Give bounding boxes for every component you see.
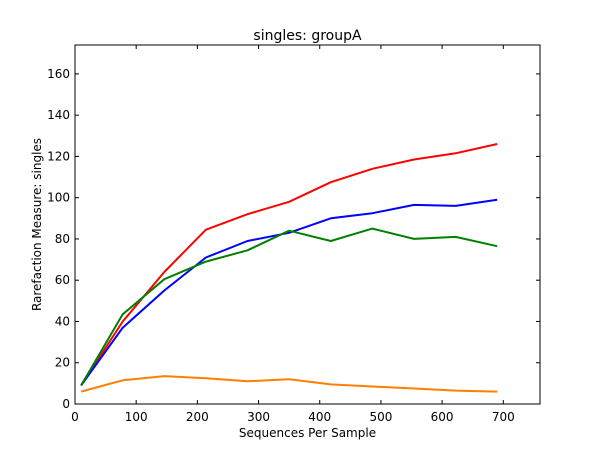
y-tick-label: 120: [47, 149, 70, 163]
y-tick-label: 160: [47, 67, 70, 81]
series-line-1: [80, 143, 498, 386]
series-line-2: [80, 198, 498, 386]
y-tick-label: 80: [55, 232, 70, 246]
series-line-3: [80, 227, 498, 386]
x-tick-label: 0: [71, 410, 79, 424]
chart-title: singles: groupA: [253, 28, 362, 44]
y-tick-label: 0: [62, 397, 70, 411]
x-tick-label: 100: [125, 410, 148, 424]
x-tick-label: 500: [369, 410, 392, 424]
plot-frame: [74, 44, 541, 405]
x-tick-label: 600: [431, 410, 454, 424]
y-axis-title: Rarefaction Measure: singles: [30, 138, 44, 311]
series-layer: [80, 143, 498, 393]
ticks-layer: 0 100 200 300 400 500 600 700 0 20 40 60 80 100 120 140…: [47, 45, 540, 424]
x-axis-title: Sequences Per Sample: [239, 426, 376, 440]
series-line-4: [80, 375, 498, 393]
y-tick-label: 100: [47, 191, 70, 205]
x-tick-label: 300: [247, 410, 270, 424]
x-tick-label: 700: [492, 410, 515, 424]
x-tick-label: 400: [308, 410, 331, 424]
x-tick-label: 200: [186, 410, 209, 424]
y-tick-label: 40: [55, 314, 70, 328]
y-tick-label: 140: [47, 108, 70, 122]
y-tick-label: 20: [55, 356, 70, 370]
y-tick-label: 60: [55, 273, 70, 287]
